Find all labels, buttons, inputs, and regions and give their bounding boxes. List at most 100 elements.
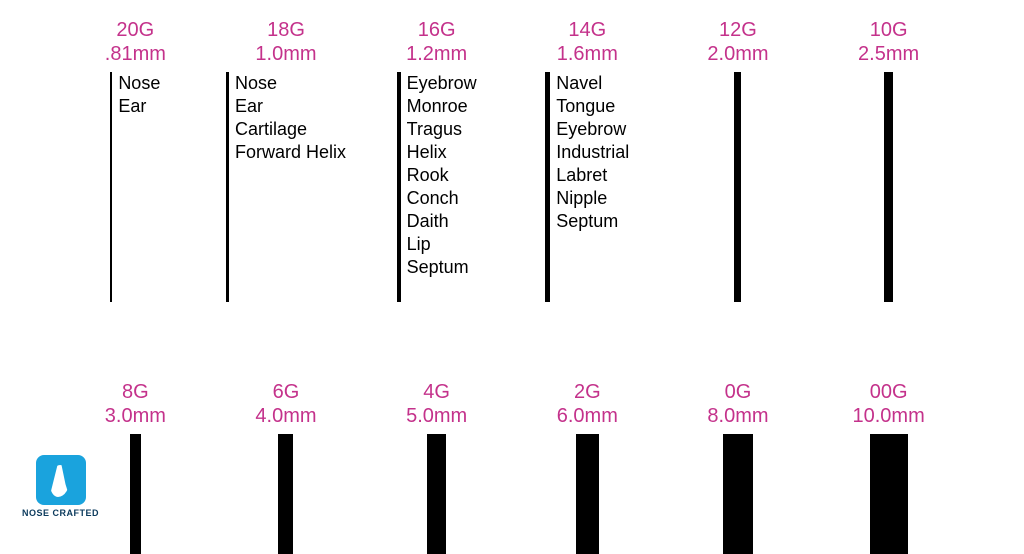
gauge-value: 6G: [255, 380, 316, 404]
gauge-bar: [884, 72, 893, 302]
gauge-bar: [278, 434, 293, 554]
mm-value: 6.0mm: [557, 404, 618, 428]
gauge-label: 18G1.0mm: [255, 18, 316, 66]
gauge-label: 20G.81mm: [105, 18, 166, 66]
gauge-body: [734, 72, 741, 302]
gauge-body: [427, 434, 446, 554]
gauge-label: 16G1.2mm: [406, 18, 467, 66]
mm-value: 1.0mm: [255, 42, 316, 66]
mm-value: 2.5mm: [858, 42, 919, 66]
gauge-label: 12G2.0mm: [707, 18, 768, 66]
gauge-value: 18G: [255, 18, 316, 42]
gauge-bar: [734, 72, 741, 302]
mm-value: 1.2mm: [406, 42, 467, 66]
piercing-item: Ear: [118, 95, 160, 118]
piercing-item: Septum: [407, 256, 477, 279]
mm-value: 1.6mm: [557, 42, 618, 66]
gauge-label: 00G10.0mm: [852, 380, 924, 428]
gauge-value: 12G: [707, 18, 768, 42]
gauge-value: 2G: [557, 380, 618, 404]
piercing-item: Monroe: [407, 95, 477, 118]
gauge-bar: [576, 434, 599, 554]
gauge-bar: [110, 72, 112, 302]
gauge-bar: [226, 72, 229, 302]
gauge-body: [130, 434, 141, 554]
piercing-item: Eyebrow: [407, 72, 477, 95]
piercing-item: Septum: [556, 210, 629, 233]
gauge-column: 10G2.5mm: [819, 18, 959, 302]
gauge-label: 4G5.0mm: [406, 380, 467, 428]
gauge-body: [870, 434, 908, 554]
gauge-body: NoseEarCartilageForward Helix: [226, 72, 346, 302]
piercing-item: Rook: [407, 164, 477, 187]
gauge-label: 2G6.0mm: [557, 380, 618, 428]
mm-value: 5.0mm: [406, 404, 467, 428]
mm-value: 2.0mm: [707, 42, 768, 66]
piercing-item: Forward Helix: [235, 141, 346, 164]
piercing-item: Industrial: [556, 141, 629, 164]
piercing-list: NoseEarCartilageForward Helix: [235, 72, 346, 164]
piercing-list: NavelTongueEyebrowIndustrialLabretNipple…: [556, 72, 629, 233]
gauge-bar: [545, 72, 550, 302]
gauge-label: 0G8.0mm: [707, 380, 768, 428]
piercing-item: Nose: [235, 72, 346, 95]
piercing-item: Nipple: [556, 187, 629, 210]
gauge-column: 14G1.6mm NavelTongueEyebrowIndustrialLabr…: [517, 18, 657, 302]
gauge-body: [723, 434, 753, 554]
gauge-bar: [870, 434, 908, 554]
gauge-column: 18G1.0mm NoseEarCartilageForward Helix: [216, 18, 356, 302]
gauge-column: 20G.81mm NoseEar: [65, 18, 205, 302]
gauge-label: 10G2.5mm: [858, 18, 919, 66]
brand-name: NOSE CRAFTED: [22, 508, 99, 518]
gauge-body: NavelTongueEyebrowIndustrialLabretNipple…: [545, 72, 629, 302]
gauge-value: 10G: [858, 18, 919, 42]
mm-value: 10.0mm: [852, 404, 924, 428]
gauge-value: 00G: [852, 380, 924, 404]
piercing-item: Ear: [235, 95, 346, 118]
gauge-column: 4G5.0mm: [367, 380, 507, 554]
gauge-body: EyebrowMonroeTragusHelixRookConchDaithLi…: [397, 72, 477, 302]
gauge-value: 16G: [406, 18, 467, 42]
piercing-item: Helix: [407, 141, 477, 164]
piercing-item: Conch: [407, 187, 477, 210]
mm-value: 4.0mm: [255, 404, 316, 428]
brand-logo: NOSE CRAFTED: [22, 455, 99, 518]
gauge-bar: [427, 434, 446, 554]
gauge-column: 6G4.0mm: [216, 380, 356, 554]
piercing-item: Cartilage: [235, 118, 346, 141]
piercing-item: Navel: [556, 72, 629, 95]
piercing-item: Nose: [118, 72, 160, 95]
piercing-item: Tragus: [407, 118, 477, 141]
gauge-label: 6G4.0mm: [255, 380, 316, 428]
gauge-body: [278, 434, 293, 554]
piercing-item: Eyebrow: [556, 118, 629, 141]
gauge-bar: [130, 434, 141, 554]
gauge-column: 0G8.0mm: [668, 380, 808, 554]
gauge-row-bottom: 8G3.0mm 6G4.0mm 4G5.0mm 2G6.0mm 0G8.0mm 00G10…: [0, 368, 1024, 554]
gauge-body: [884, 72, 893, 302]
piercing-item: Lip: [407, 233, 477, 256]
gauge-bar: [723, 434, 753, 554]
gauge-value: 8G: [105, 380, 166, 404]
gauge-value: 20G: [105, 18, 166, 42]
gauge-column: 00G10.0mm: [819, 380, 959, 554]
piercing-list: NoseEar: [118, 72, 160, 118]
mm-value: .81mm: [105, 42, 166, 66]
gauge-column: 16G1.2mm EyebrowMonroeTragusHelixRookConc…: [367, 18, 507, 302]
piercing-item: Daith: [407, 210, 477, 233]
nose-icon: [36, 455, 86, 505]
mm-value: 3.0mm: [105, 404, 166, 428]
piercing-item: Labret: [556, 164, 629, 187]
gauge-body: [576, 434, 599, 554]
gauge-body: NoseEar: [110, 72, 160, 302]
mm-value: 8.0mm: [707, 404, 768, 428]
gauge-value: 14G: [557, 18, 618, 42]
piercing-list: EyebrowMonroeTragusHelixRookConchDaithLi…: [407, 72, 477, 279]
gauge-bar: [397, 72, 401, 302]
gauge-column: 2G6.0mm: [517, 380, 657, 554]
gauge-label: 14G1.6mm: [557, 18, 618, 66]
gauge-value: 4G: [406, 380, 467, 404]
gauge-row-top: 20G.81mmNoseEar18G1.0mmNoseEarCartilageF…: [0, 0, 1024, 302]
gauge-column: 12G2.0mm: [668, 18, 808, 302]
gauge-value: 0G: [707, 380, 768, 404]
